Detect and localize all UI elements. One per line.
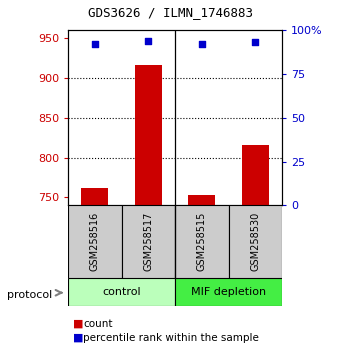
Bar: [242, 145, 269, 205]
Bar: [135, 65, 162, 205]
Point: [199, 41, 205, 47]
Text: control: control: [102, 287, 141, 297]
Bar: [175, 205, 229, 278]
Text: GSM258517: GSM258517: [143, 212, 153, 271]
Bar: [229, 205, 282, 278]
Text: GSM258515: GSM258515: [197, 212, 207, 271]
Text: ■: ■: [73, 333, 84, 343]
Bar: [188, 195, 215, 205]
Bar: [68, 278, 175, 306]
Text: GSM258516: GSM258516: [90, 212, 100, 271]
Text: GSM258530: GSM258530: [251, 212, 260, 271]
Text: protocol: protocol: [7, 290, 52, 299]
Text: MIF depletion: MIF depletion: [191, 287, 266, 297]
Text: GDS3626 / ILMN_1746883: GDS3626 / ILMN_1746883: [87, 6, 253, 19]
Text: count: count: [83, 319, 113, 329]
Bar: [122, 205, 175, 278]
Point: [92, 41, 98, 47]
Point: [146, 38, 151, 44]
Bar: [81, 188, 108, 205]
Text: percentile rank within the sample: percentile rank within the sample: [83, 333, 259, 343]
Bar: [175, 278, 282, 306]
Point: [253, 40, 258, 45]
Text: ■: ■: [73, 319, 84, 329]
Bar: [68, 205, 122, 278]
